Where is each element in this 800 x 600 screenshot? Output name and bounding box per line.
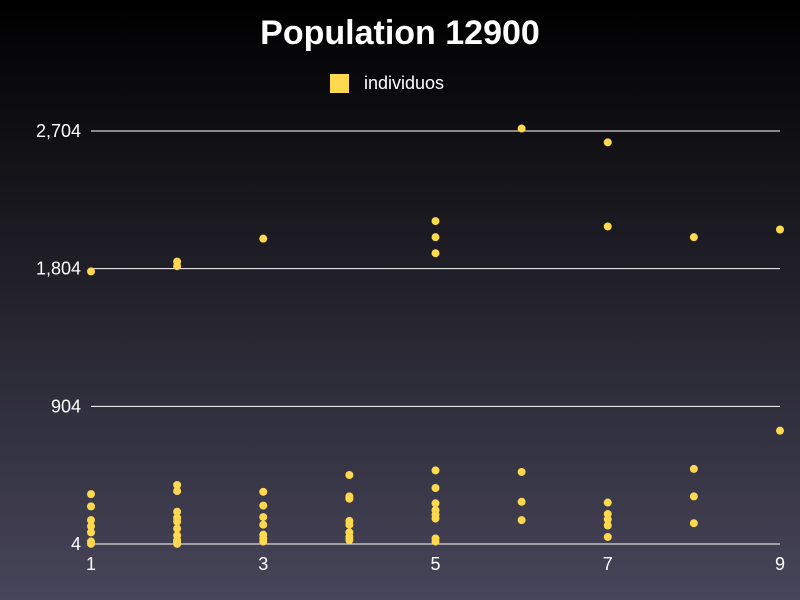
x-tick-label: 9 [775, 554, 785, 574]
x-tick-label: 5 [430, 554, 440, 574]
data-point [431, 249, 440, 258]
data-point [87, 528, 95, 537]
y-tick-label: 1,804 [36, 259, 81, 279]
data-point [259, 501, 268, 510]
data-point [345, 471, 354, 480]
data-point [517, 497, 526, 506]
data-point [173, 539, 182, 548]
data-point [87, 490, 95, 499]
legend: individuos [330, 73, 444, 94]
data-point [431, 537, 440, 546]
data-point [173, 507, 182, 516]
y-tick-label: 4 [71, 534, 81, 554]
data-point [259, 513, 268, 522]
data-point [603, 498, 612, 507]
data-point [517, 124, 526, 133]
data-point [345, 536, 354, 545]
y-tick-label: 904 [51, 396, 81, 416]
data-point [87, 267, 95, 276]
data-point [689, 492, 698, 501]
data-point [87, 539, 95, 548]
data-point [173, 480, 182, 489]
legend-label: individuos [364, 73, 445, 93]
data-point [87, 522, 95, 531]
data-point [173, 517, 182, 526]
data-point [603, 222, 612, 231]
data-point [603, 515, 612, 524]
y-tick-label: 2,704 [36, 121, 81, 141]
data-point [431, 233, 440, 242]
data-point [259, 487, 268, 496]
data-point [431, 466, 440, 475]
data-point [87, 516, 95, 525]
data-point [517, 467, 526, 476]
data-point [173, 487, 182, 496]
data-point [689, 464, 698, 473]
data-point [603, 532, 612, 541]
data-point [431, 514, 440, 523]
data-point [431, 217, 440, 226]
x-tick-label: 1 [86, 554, 96, 574]
data-point [776, 426, 784, 435]
data-point [517, 516, 526, 525]
data-point [87, 502, 95, 511]
data-point [173, 262, 182, 271]
data-point [345, 520, 354, 529]
data-point [431, 499, 440, 508]
data-point [776, 225, 784, 234]
data-point [603, 521, 612, 530]
data-point [259, 520, 268, 529]
data-point [173, 524, 182, 533]
data-point [259, 537, 268, 546]
legend-swatch [330, 74, 349, 93]
x-tick-label: 3 [258, 554, 268, 574]
data-point [689, 233, 698, 242]
data-point [603, 138, 612, 147]
data-point [431, 484, 440, 493]
data-point [259, 234, 268, 243]
data-point [345, 494, 354, 503]
data-point [689, 519, 698, 528]
chart-title: Population 12900 [260, 14, 540, 52]
x-tick-label: 7 [603, 554, 613, 574]
